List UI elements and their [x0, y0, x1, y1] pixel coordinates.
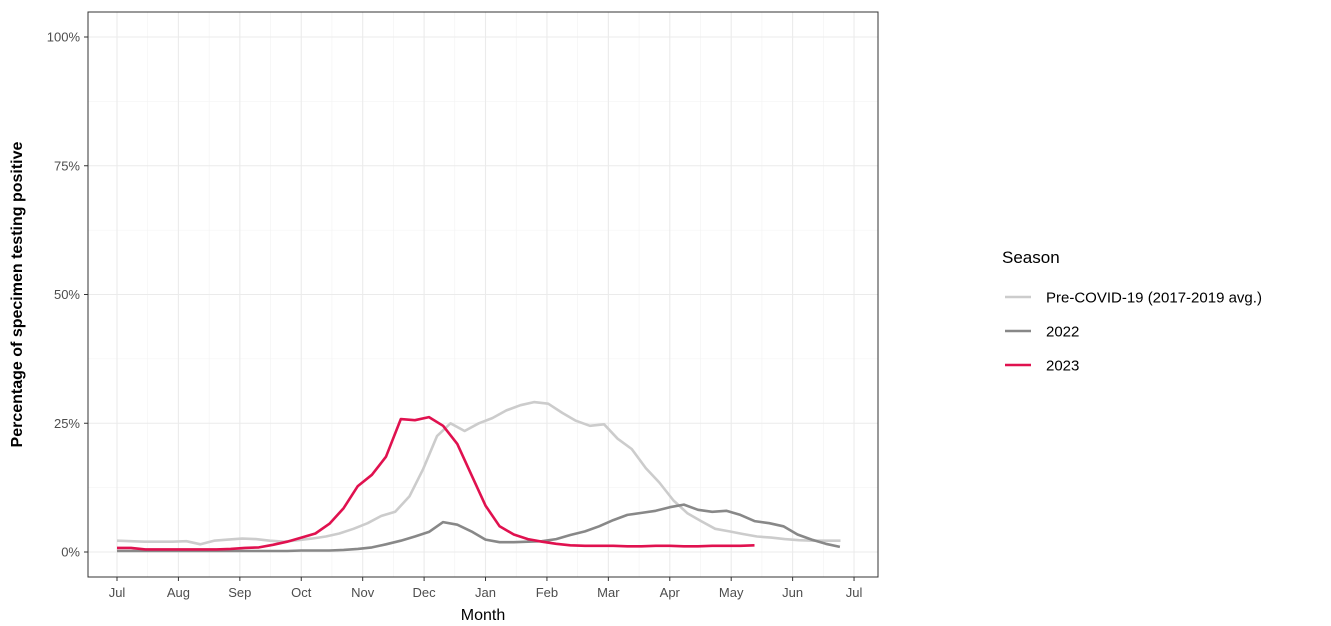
x-tick-label: May [719, 585, 744, 600]
x-tick-label: Dec [413, 585, 437, 600]
x-tick-label: Aug [167, 585, 190, 600]
y-tick-label: 100% [47, 30, 81, 45]
x-tick-label: Apr [660, 585, 681, 600]
x-tick-label: Nov [351, 585, 375, 600]
legend: Season Pre-COVID-19 (2017-2019 avg.) 2022… [1002, 248, 1262, 375]
x-tick-label: Sep [228, 585, 251, 600]
legend-title: Season [1002, 248, 1060, 267]
x-tick-label: Jan [475, 585, 496, 600]
gridlines [88, 12, 878, 577]
series-line [117, 503, 841, 553]
x-tick-label: Feb [536, 585, 558, 600]
x-tick-label: Jul [846, 585, 863, 600]
x-tick-label: Jul [109, 585, 126, 600]
x-tick-label: Jun [782, 585, 803, 600]
y-tick-label: 50% [54, 287, 80, 302]
y-tick-label: 75% [54, 158, 80, 173]
y-axis-title: Percentage of specimen testing positive [9, 141, 26, 447]
y-tick-label: 0% [61, 545, 80, 560]
axis-ticks: Jul Aug Sep Oct Nov Dec Jan Feb Mar Apr May Jun Jul 0… [47, 30, 863, 601]
x-tick-label: Oct [291, 585, 312, 600]
x-tick-label: Mar [597, 585, 620, 600]
x-axis-title: Month [461, 607, 505, 624]
legend-items: Pre-COVID-19 (2017-2019 avg.) 2022 2023 [1005, 290, 1262, 375]
legend-label: 2022 [1046, 324, 1079, 341]
y-tick-label: 25% [54, 416, 80, 431]
series-lines [116, 400, 841, 553]
series-line [117, 415, 755, 551]
legend-label: 2023 [1046, 358, 1079, 375]
series-line [116, 400, 841, 546]
legend-label: Pre-COVID-19 (2017-2019 avg.) [1046, 290, 1262, 307]
